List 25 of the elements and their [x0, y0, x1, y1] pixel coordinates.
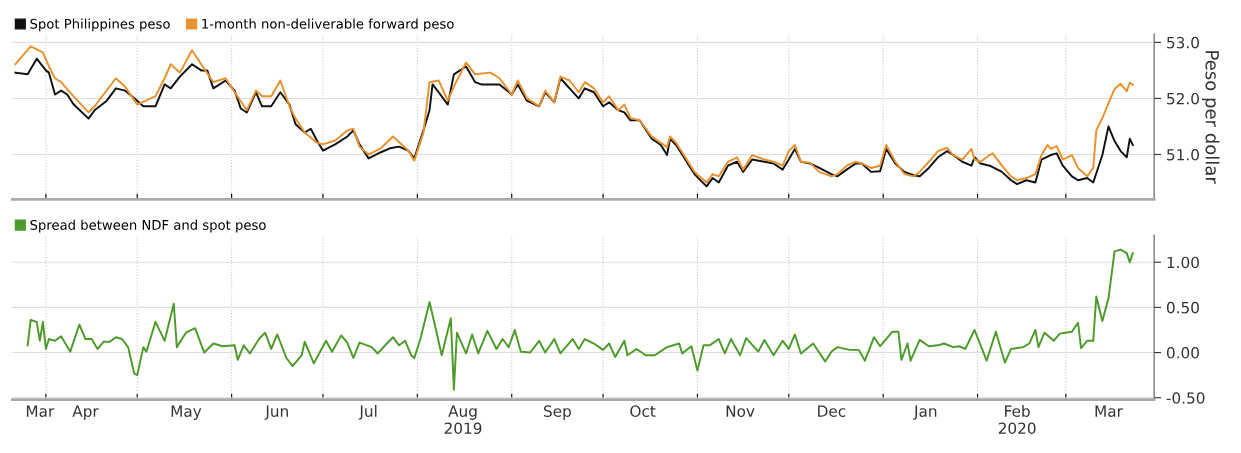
- line-series: [26, 248, 1134, 391]
- legend-label: Spot Philippines peso: [30, 18, 170, 32]
- y-tick-label: 53.0: [1167, 36, 1199, 49]
- y-tick-label: 0.00: [1166, 347, 1199, 359]
- y-tick-label: 52.0: [1167, 92, 1199, 105]
- x-tick-label: Sep: [544, 405, 571, 420]
- y-tick-label: 51.0: [1167, 148, 1199, 161]
- x-tick-label: Mar: [1095, 405, 1123, 417]
- y-tick-label: -0.50: [1166, 392, 1205, 404]
- x-tick-label: Oct: [630, 405, 656, 417]
- x-tick-label: Dec: [818, 405, 846, 417]
- x-tick-label: May: [171, 405, 202, 420]
- x-tick-label: Aug 2019: [444, 405, 482, 435]
- x-tick-label: Jan: [913, 405, 937, 420]
- x-tick-label: Mar: [26, 405, 55, 417]
- x-tick-label: Apr: [72, 405, 99, 420]
- x-tick-label: Jun: [264, 405, 288, 420]
- y-tick-label: 1.00: [1167, 256, 1199, 269]
- x-tick-label: Nov: [726, 405, 755, 417]
- legend-label: Spread between NDF and spot peso: [30, 219, 266, 233]
- y-tick-label: 0.50: [1166, 301, 1199, 314]
- y-axis-title: Peso per dollar: [1201, 51, 1220, 184]
- legend-label: 1-month non-deliverable forward peso: [202, 18, 454, 32]
- x-tick-label: Feb 2020: [998, 405, 1036, 435]
- x-tick-label: Jul: [358, 405, 377, 420]
